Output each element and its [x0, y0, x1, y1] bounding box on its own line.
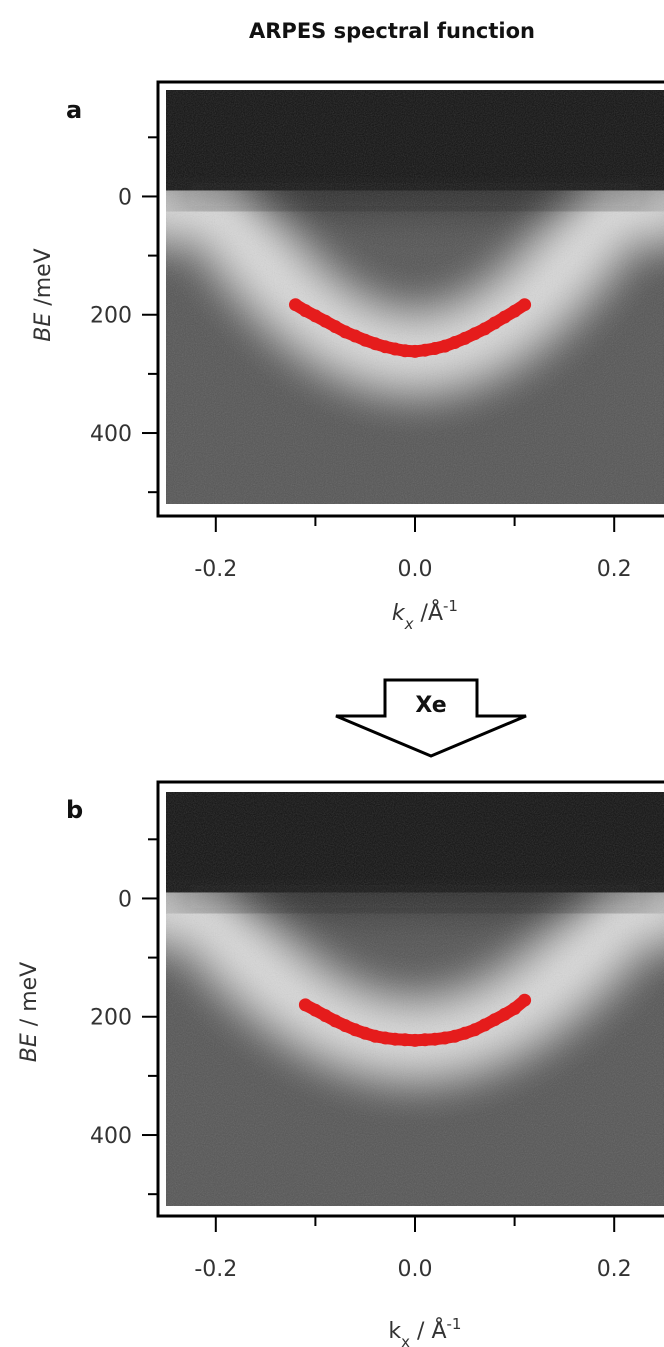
y-label-main: BE — [31, 313, 56, 342]
dispersion-point — [338, 1019, 352, 1033]
dispersion-point — [338, 325, 352, 339]
dispersion-curve — [298, 993, 532, 1047]
dispersion-point — [318, 1009, 332, 1023]
dispersion-point — [378, 340, 392, 354]
x-label-sub: x — [401, 1333, 410, 1347]
x-tick-label: 0.2 — [597, 1257, 632, 1282]
x-tick-label: -0.2 — [194, 1257, 237, 1282]
dispersion-point — [458, 1026, 472, 1040]
dispersion-point — [408, 1033, 422, 1047]
dispersion-point — [318, 314, 332, 328]
dispersion-point — [298, 304, 312, 318]
dispersion-point — [498, 1007, 512, 1021]
panel-letter: b — [66, 796, 83, 824]
dispersion-point — [488, 1013, 502, 1027]
dispersion-point — [478, 1018, 492, 1032]
panel-letter: a — [66, 96, 82, 124]
dispersion-point — [518, 298, 532, 312]
x-tick-label: -0.2 — [194, 557, 237, 582]
dispersion-point — [418, 343, 432, 357]
dispersion-point — [508, 304, 522, 318]
x-label-main: k — [392, 601, 406, 626]
y-tick-label: 400 — [90, 1124, 132, 1149]
dispersion-point — [289, 298, 302, 312]
y-tick-label: 200 — [90, 304, 132, 329]
x-label-main: k — [388, 1319, 401, 1344]
dispersion-point — [458, 331, 472, 345]
dispersion-point — [358, 333, 372, 347]
dispersion-point — [348, 1023, 362, 1037]
x-axis-label: kx / Å-1 — [388, 1315, 461, 1347]
dispersion-point — [438, 339, 452, 353]
dispersion-point — [428, 1032, 442, 1046]
dispersion-point — [308, 309, 322, 323]
dispersion-point — [328, 320, 342, 334]
dispersion-point — [408, 344, 422, 358]
dispersion-point — [398, 344, 412, 358]
dispersion-point — [388, 1032, 402, 1046]
x-tick-label: 0.0 — [398, 557, 433, 582]
dispersion-point — [498, 310, 512, 324]
y-tick-label: 400 — [90, 422, 132, 447]
y-tick-label: 0 — [118, 887, 132, 912]
y-axis-label: BE /meV — [31, 248, 56, 341]
dispersion-point — [448, 1029, 462, 1043]
y-label-rest: /meV — [31, 248, 56, 312]
y-axis-label: BE / meV — [17, 962, 42, 1062]
panel-b: b -0.2 0.0 0.2 0 200 400 kx / Å-1 BE / meV — [17, 780, 664, 1347]
dispersion-point — [398, 1033, 412, 1047]
dispersion-point — [438, 1031, 452, 1045]
x-label-sub: x — [404, 615, 414, 633]
y-label-rest: / meV — [17, 962, 42, 1033]
dispersion-point — [378, 1031, 392, 1045]
dispersion-point — [468, 327, 482, 341]
dispersion-point — [388, 342, 402, 356]
dispersion-point — [478, 322, 492, 336]
x-axis: -0.2 0.0 0.2 — [194, 516, 632, 582]
figure-title: ARPES spectral function — [249, 19, 535, 43]
x-label-rest: /Å — [414, 599, 443, 626]
plot-frame — [156, 80, 664, 518]
y-axis: 0 200 400 — [90, 838, 158, 1196]
x-label-sup: -1 — [447, 1315, 462, 1333]
x-tick-label: 0.2 — [597, 557, 632, 582]
down-arrow-icon: Xe — [335, 678, 527, 758]
dispersion-point — [418, 1033, 432, 1047]
dispersion-point — [328, 1014, 342, 1028]
transition-label: Xe — [415, 693, 446, 718]
x-axis-label: kx /Å-1 — [392, 597, 458, 633]
y-label-main: BE — [17, 1033, 42, 1062]
dispersion-point — [448, 336, 462, 349]
dispersion-point — [488, 316, 502, 330]
y-tick-label: 200 — [90, 1006, 132, 1031]
x-label-rest: / Å — [410, 1317, 446, 1344]
dispersion-point — [358, 1026, 372, 1040]
dispersion-point — [518, 993, 532, 1007]
dispersion-point — [468, 1023, 482, 1037]
spectral-map — [166, 792, 664, 1206]
dispersion-point — [348, 329, 362, 343]
y-tick-label: 0 — [118, 185, 132, 210]
dispersion-curve — [289, 298, 532, 358]
dispersion-point — [428, 342, 442, 355]
x-axis: -0.2 0.0 0.2 — [194, 1216, 632, 1282]
panel-a: a -0.2 0.0 0.2 0 200 400 kx /Å-1 BE /meV — [31, 80, 664, 633]
plot-frame — [156, 780, 664, 1218]
dispersion-point — [368, 337, 382, 351]
dispersion-point — [368, 1029, 382, 1043]
x-label-sup: -1 — [443, 597, 458, 615]
y-axis: 0 200 400 — [90, 136, 158, 494]
dispersion-point — [298, 998, 312, 1012]
dispersion-point — [308, 1003, 322, 1017]
dispersion-point — [508, 1002, 522, 1015]
x-tick-label: 0.0 — [398, 1257, 433, 1282]
